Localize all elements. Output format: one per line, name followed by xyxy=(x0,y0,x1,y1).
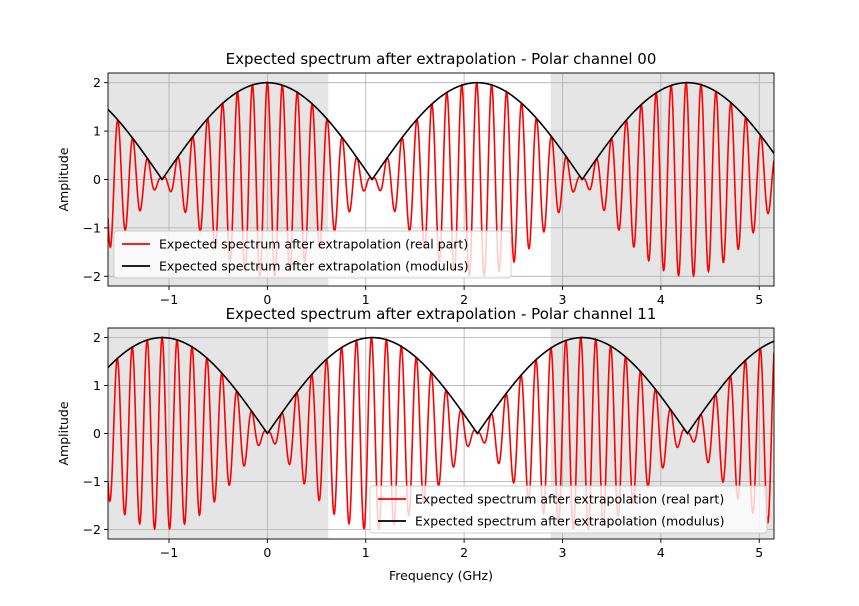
chart-title: Expected spectrum after extrapolation - … xyxy=(226,50,657,68)
y-tick-label: −2 xyxy=(83,269,101,284)
y-axis-label: Amplitude xyxy=(56,401,71,465)
y-tick-label: −1 xyxy=(83,474,101,489)
x-tick-label: 0 xyxy=(263,292,271,307)
legend-box xyxy=(113,230,512,279)
x-tick-label: 5 xyxy=(755,545,763,560)
chart-panel-0: −1 0 1 2 3 4 5 −2 −1 0 1 2 Expected spectrum after e… xyxy=(56,50,775,307)
y-tick-label: 0 xyxy=(93,172,101,187)
legend-entry-real: Expected spectrum after extrapolation (r… xyxy=(159,237,468,252)
y-axis-label: Amplitude xyxy=(56,147,71,211)
x-tick-label: 3 xyxy=(559,292,567,307)
legend-entry-modulus: Expected spectrum after extrapolation (m… xyxy=(159,259,469,274)
y-tick-label: −2 xyxy=(83,522,101,537)
series-real-part-line xyxy=(108,335,774,531)
x-tick-label: 4 xyxy=(657,292,665,307)
x-tick-label: 3 xyxy=(559,545,567,560)
legend: Expected spectrum after extrapolation (r… xyxy=(113,230,512,279)
y-tick-label: 1 xyxy=(93,378,101,393)
y-tick-label: 0 xyxy=(93,426,101,441)
series-modulus-line xyxy=(108,81,774,181)
y-tick-label: 1 xyxy=(93,124,101,139)
y-tick-label: 2 xyxy=(93,75,101,90)
y-tick-label: 2 xyxy=(93,330,101,345)
x-tick-label: −1 xyxy=(160,292,178,307)
legend: Expected spectrum after extrapolation (r… xyxy=(369,485,768,534)
legend-entry-real: Expected spectrum after extrapolation (r… xyxy=(415,492,724,507)
x-tick-label: −1 xyxy=(160,545,178,560)
x-tick-label: 0 xyxy=(263,545,271,560)
x-tick-label: 4 xyxy=(657,545,665,560)
y-tick-label: −1 xyxy=(83,220,101,235)
chart-panel-1: −1 0 1 2 3 4 5 −2 −1 0 1 2 Expected spectrum after e… xyxy=(56,305,775,583)
x-axis-label: Frequency (GHz) xyxy=(389,568,493,583)
chart-title: Expected spectrum after extrapolation - … xyxy=(226,305,657,323)
x-tick-label: 1 xyxy=(362,545,370,560)
x-tick-label: 5 xyxy=(755,292,763,307)
legend-box xyxy=(369,485,768,534)
x-tick-label: 2 xyxy=(460,292,468,307)
x-tick-label: 1 xyxy=(362,292,370,307)
x-tick-label: 2 xyxy=(460,545,468,560)
legend-entry-modulus: Expected spectrum after extrapolation (m… xyxy=(415,514,725,529)
series-modulus-line xyxy=(108,336,774,435)
